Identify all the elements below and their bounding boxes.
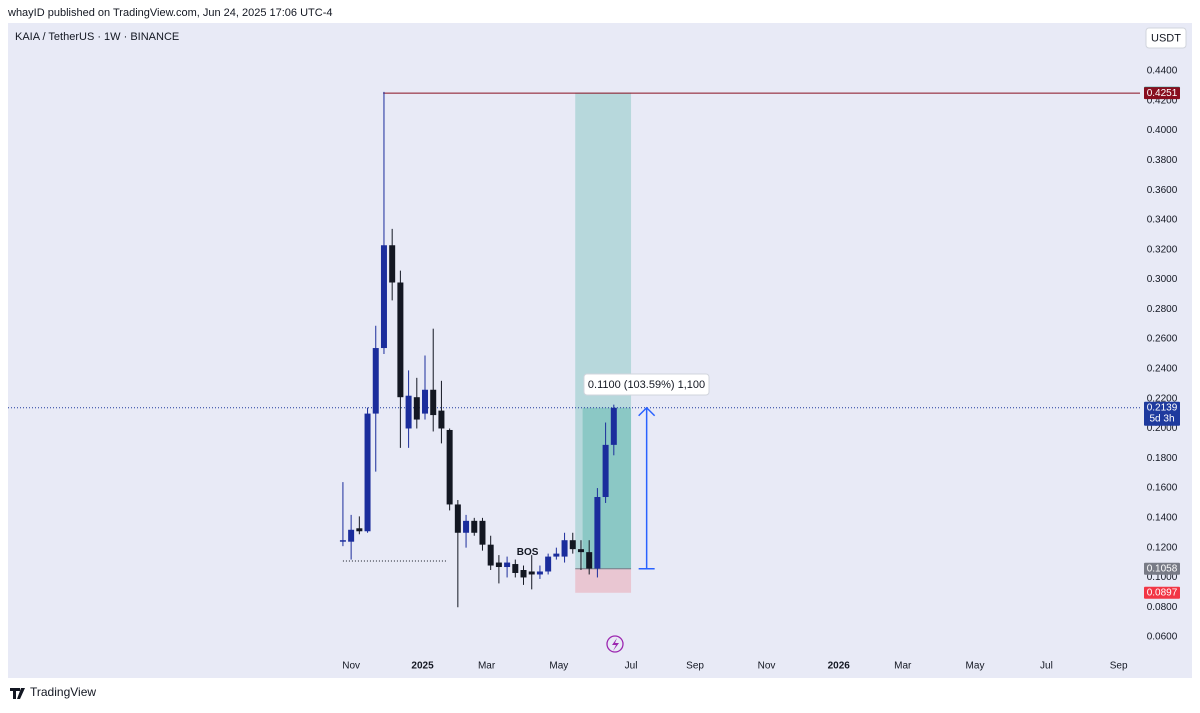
candle-body bbox=[380, 245, 387, 349]
y-tick-label: 0.4000 bbox=[1147, 125, 1178, 136]
candle-body bbox=[586, 552, 593, 569]
x-tick-label: Sep bbox=[1110, 661, 1128, 672]
y-tick-label: 0.2800 bbox=[1147, 304, 1178, 315]
x-tick-label: Jul bbox=[625, 661, 638, 672]
price-tag bbox=[1144, 562, 1180, 575]
candle-body bbox=[512, 564, 519, 573]
currency-button[interactable] bbox=[1145, 27, 1187, 49]
publisher: whayID published on TradingView.com, Jun… bbox=[7, 7, 333, 19]
y-tick-label: 0.2000 bbox=[1147, 423, 1178, 434]
candle-body bbox=[405, 395, 412, 429]
candle-body bbox=[356, 528, 363, 532]
y-tick-label: 0.2400 bbox=[1147, 364, 1178, 375]
candle-body bbox=[536, 571, 543, 575]
y-tick-label: 0.0600 bbox=[1147, 632, 1178, 643]
candle-body bbox=[397, 282, 404, 398]
position-loss bbox=[575, 568, 632, 593]
x-tick-label: May bbox=[966, 661, 985, 672]
annotation: BOS bbox=[517, 547, 539, 558]
price-tag-label: 0.4251 bbox=[1147, 88, 1178, 99]
y-tick-label: 0.3600 bbox=[1147, 185, 1178, 196]
plot: 0.0600 0.0800 0.1000 0.1200 0.1400 0.1600 0.18… bbox=[8, 66, 1180, 672]
candle-body bbox=[569, 540, 576, 550]
y-tick-label: 0.2200 bbox=[1147, 393, 1178, 404]
x-tick-label: Jul bbox=[1040, 661, 1053, 672]
symbol: KAIA / TetherUS · 1W · BINANCE bbox=[15, 31, 179, 43]
candle-body bbox=[454, 504, 461, 533]
brand: TradingView bbox=[30, 685, 96, 699]
y-tick-label: 0.3200 bbox=[1147, 244, 1178, 255]
candle-body bbox=[438, 410, 445, 429]
candle-body bbox=[553, 553, 560, 557]
candle-body bbox=[339, 540, 346, 542]
candle-body bbox=[463, 520, 470, 533]
x-tick-label: 2026 bbox=[828, 661, 851, 672]
y-tick-label: 0.2600 bbox=[1147, 334, 1178, 345]
candle-body bbox=[446, 429, 453, 505]
x-tick-label: Mar bbox=[894, 661, 912, 672]
candle-body bbox=[471, 520, 478, 533]
y-tick-label: 0.1000 bbox=[1147, 572, 1178, 583]
brand-logo bbox=[10, 688, 25, 699]
candle-body bbox=[528, 571, 535, 575]
y-tick-label: 0.0800 bbox=[1147, 602, 1178, 613]
measure-arrow-head bbox=[638, 406, 656, 417]
candle-body bbox=[520, 570, 527, 578]
last-price-tag bbox=[1144, 401, 1180, 426]
lightning-icon bbox=[606, 635, 624, 653]
candle-body bbox=[495, 562, 502, 568]
x-tick-label: Mar bbox=[478, 661, 496, 672]
candle-body bbox=[389, 245, 396, 283]
candle-body bbox=[487, 544, 494, 566]
candle-body bbox=[594, 497, 601, 569]
price-tag bbox=[1144, 87, 1180, 100]
candle-body bbox=[545, 556, 552, 572]
x-tick-label: 2025 bbox=[411, 661, 434, 672]
x-tick-label: Sep bbox=[686, 661, 704, 672]
x-tick-label: Nov bbox=[342, 661, 360, 672]
y-tick-label: 0.3400 bbox=[1147, 215, 1178, 226]
y-tick-label: 0.4200 bbox=[1147, 95, 1178, 106]
x-tick-label: May bbox=[549, 661, 568, 672]
price-tag-label: 0.1058 bbox=[1147, 563, 1178, 574]
y-tick-label: 0.1800 bbox=[1147, 453, 1178, 464]
countdown: 5d 3h bbox=[1149, 413, 1174, 424]
candle-body bbox=[504, 562, 511, 568]
currency[interactable]: USDT bbox=[1151, 32, 1181, 44]
y-tick-label: 0.3800 bbox=[1147, 155, 1178, 166]
y-tick-label: 0.4400 bbox=[1147, 66, 1178, 77]
candle-body bbox=[561, 540, 568, 557]
candle-body bbox=[479, 520, 486, 545]
candle-body bbox=[430, 389, 437, 416]
candle-body bbox=[602, 444, 609, 498]
measure-label-box bbox=[583, 373, 710, 396]
candle-body bbox=[577, 549, 584, 553]
candle-body bbox=[372, 348, 379, 414]
x-tick-label: Nov bbox=[758, 661, 776, 672]
price-tag bbox=[1144, 586, 1180, 599]
candle-body bbox=[364, 413, 371, 532]
measure-label: 0.1100 (103.59%) 1,100 bbox=[588, 379, 705, 391]
y-tick-label: 0.1400 bbox=[1147, 513, 1178, 524]
candle-body bbox=[610, 407, 617, 445]
y-tick-label: 0.1600 bbox=[1147, 483, 1178, 494]
last-price-label: 0.2139 bbox=[1147, 402, 1178, 413]
y-tick-label: 0.1200 bbox=[1147, 542, 1178, 553]
y-tick-label: 0.3000 bbox=[1147, 274, 1178, 285]
candle-body bbox=[413, 397, 420, 420]
price-tag-label: 0.0897 bbox=[1147, 587, 1178, 598]
candle-body bbox=[422, 389, 429, 414]
candle-body bbox=[348, 529, 355, 542]
